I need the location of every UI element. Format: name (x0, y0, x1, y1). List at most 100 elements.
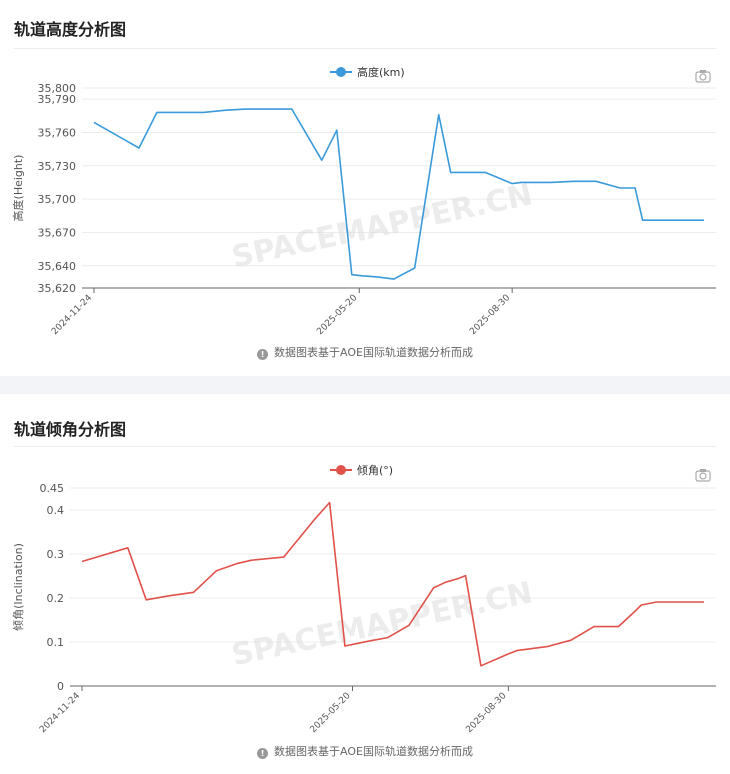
camera-icon[interactable] (695, 467, 711, 482)
panel-gap (0, 376, 730, 394)
watermark: SPACEMAPPER.CN (229, 177, 536, 275)
data-point (656, 218, 660, 222)
title-divider (14, 446, 716, 447)
note-text: 数据图表基于AOE国际轨道数据分析而成 (274, 745, 473, 758)
y-tick-label: 0.3 (47, 548, 65, 561)
info-icon: ! (257, 748, 269, 759)
data-point (594, 179, 598, 183)
data-point (214, 569, 218, 573)
x-tick-label: 2024-11-24 (50, 293, 94, 337)
data-point (312, 518, 316, 522)
data-point (464, 574, 468, 578)
data-point (516, 648, 520, 652)
data-point (510, 182, 514, 186)
y-tick-label: 35,700 (38, 193, 77, 206)
data-point (655, 600, 659, 604)
y-tick-label: 35,790 (38, 93, 77, 106)
y-tick-label: 0.45 (40, 482, 65, 495)
x-tick-label: 2025-08-30 (464, 691, 508, 735)
data-point (375, 275, 379, 279)
data-point (632, 611, 636, 615)
data-point (360, 274, 364, 278)
data-point (444, 580, 448, 584)
data-point (616, 625, 620, 629)
data-point (702, 600, 706, 604)
panel-title: 轨道倾角分析图 (14, 420, 127, 439)
x-tick-label: 2025-05-20 (315, 293, 359, 337)
y-tick-label: 35,730 (38, 160, 77, 173)
inclination-chart: 0 0.1 0.2 0.3 0.4 0.45 2024-11-24 2025-05-20 202… (12, 464, 716, 735)
data-point (224, 108, 228, 112)
data-point (155, 110, 159, 114)
data-point (549, 180, 553, 184)
data-point (519, 180, 523, 184)
y-tick-label: 0.1 (47, 636, 65, 649)
y-tick-label: 0 (57, 680, 64, 693)
title-divider (14, 48, 716, 49)
data-point (282, 555, 286, 559)
data-point (671, 218, 675, 222)
data-point (201, 110, 205, 114)
data-point (250, 558, 254, 562)
data-point (392, 277, 396, 281)
y-tick-label: 35,760 (38, 126, 77, 139)
panel-title: 轨道高度分析图 (14, 20, 127, 39)
data-point (126, 546, 130, 550)
x-tick-label: 2025-08-30 (468, 293, 512, 337)
data-point (431, 586, 435, 590)
data-point (702, 218, 706, 222)
data-point (437, 113, 441, 117)
data-point (456, 577, 460, 581)
legend-marker (336, 67, 346, 77)
data-point (243, 107, 247, 111)
y-tick-label: 35,640 (38, 260, 77, 273)
data-point (479, 664, 483, 668)
inclination-panel: 轨道倾角分析图 0 0.1 0.2 0.3 0.4 0.45 2024-11-24 2025-… (0, 394, 730, 774)
data-point (592, 625, 596, 629)
legend-label: 倾角(°) (357, 464, 393, 477)
y-tick-label: 35,670 (38, 226, 77, 239)
data-point (192, 590, 196, 594)
data-point (80, 559, 84, 563)
data-point (92, 120, 96, 124)
data-point (483, 170, 487, 174)
data-point (350, 273, 354, 277)
data-point (144, 598, 148, 602)
data-source-note: ! 数据图表基于AOE国际轨道数据分析而成 (0, 344, 730, 360)
y-tick-label: 35,800 (38, 82, 77, 95)
legend-label: 高度(km) (357, 65, 405, 79)
data-point (506, 652, 510, 656)
data-point (234, 562, 238, 566)
series-line (93, 108, 704, 280)
y-tick-label: 0.2 (47, 592, 65, 605)
data-point (320, 158, 324, 162)
legend-marker (336, 465, 346, 475)
data-point (572, 179, 576, 183)
data-point (328, 501, 332, 505)
altitude-chart: 35,620 35,640 35,670 35,700 35,730 35,760 35,7… (11, 65, 716, 337)
data-point (546, 644, 550, 648)
data-point (413, 266, 417, 270)
data-point (569, 638, 573, 642)
data-point (137, 146, 141, 150)
note-text: 数据图表基于AOE国际轨道数据分析而成 (274, 346, 473, 359)
y-axis-label: 倾角(Inclination) (12, 543, 25, 631)
data-point (290, 107, 294, 111)
data-point (618, 186, 622, 190)
data-point (639, 603, 643, 607)
data-point (343, 644, 347, 648)
data-point (335, 128, 339, 132)
data-point (167, 594, 171, 598)
data-point (468, 170, 472, 174)
x-tick-label: 2024-11-24 (38, 691, 82, 735)
camera-icon[interactable] (695, 68, 711, 83)
data-point (407, 623, 411, 627)
info-icon: ! (257, 349, 269, 360)
y-tick-label: 35,620 (38, 282, 77, 295)
x-tick-label: 2025-05-20 (309, 691, 353, 735)
data-point (670, 600, 674, 604)
watermark: SPACEMAPPER.CN (229, 575, 536, 673)
data-point (354, 642, 358, 646)
altitude-panel: 轨道高度分析图 35,620 35,640 35,670 35,700 35,730 35… (0, 0, 730, 376)
data-point (369, 639, 373, 643)
